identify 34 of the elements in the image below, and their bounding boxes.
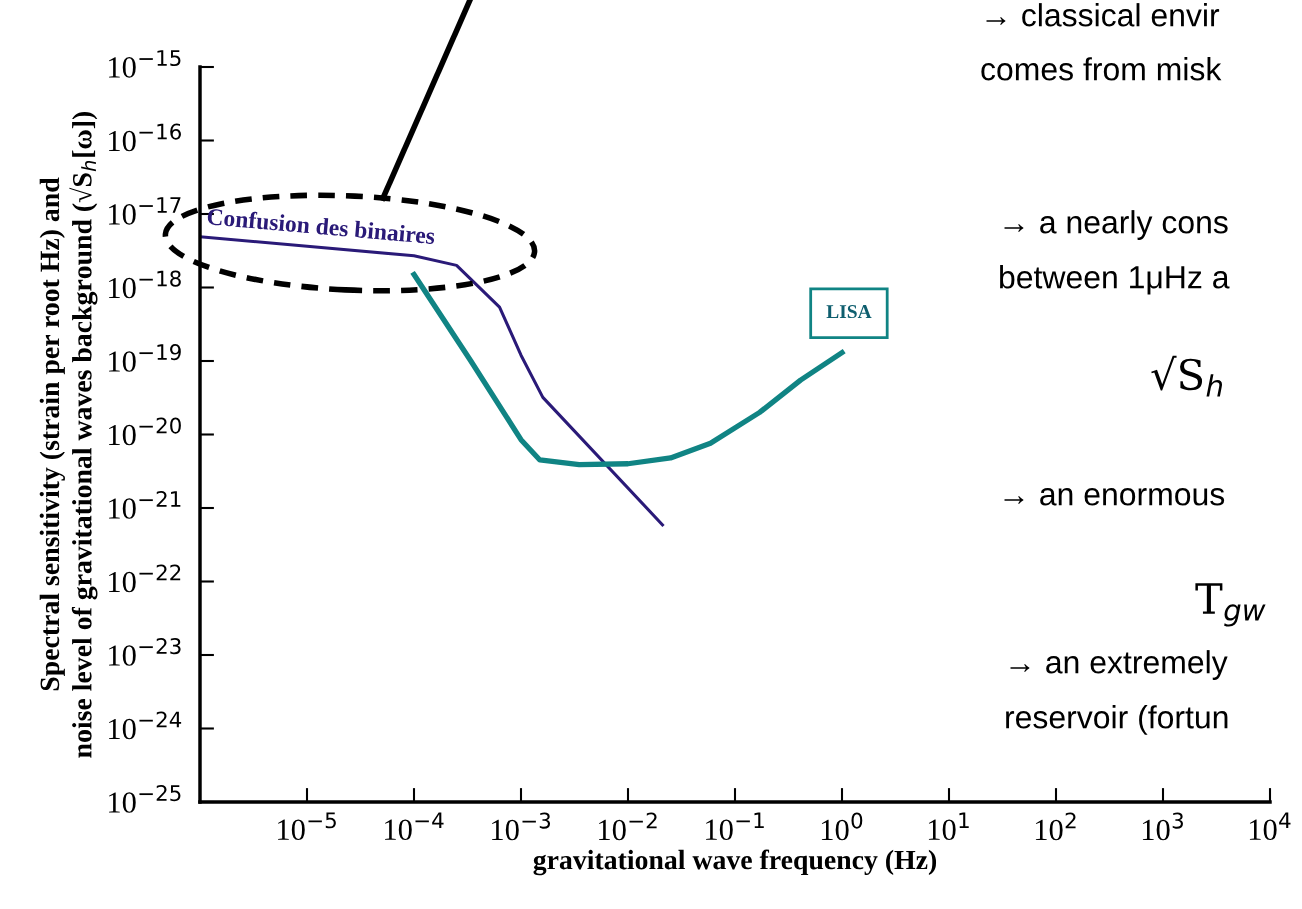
x-tick-label: 10$^{4}$ xyxy=(1249,812,1291,841)
annotation: reservoir (fortun xyxy=(1006,705,1228,735)
x-tick-label: 10$^{1}$ xyxy=(928,812,969,841)
y-tick-label: 10$^{−19}$ xyxy=(109,344,181,372)
y-tick-label: 10$^{−20}$ xyxy=(109,417,181,446)
x-tick-label: 10$^{−2}$ xyxy=(599,812,657,841)
y-tick-label: 10$^{−22}$ xyxy=(109,564,181,593)
series-label: Confusion des binaires xyxy=(207,207,436,245)
annotation: → a nearly cons xyxy=(1004,210,1228,240)
text: → classical envir xyxy=(986,3,1220,27)
x-axis-title: gravitational wave frequency (Hz) xyxy=(533,849,937,876)
annotation: → an extremely xyxy=(1010,650,1228,680)
y-tick-label: 10$^{−18}$ xyxy=(109,270,181,299)
x-tick-label: 10$^{−3}$ xyxy=(492,812,551,841)
y-tick-label: 10$^{−16}$ xyxy=(109,123,181,152)
x-tick-label: 10$^{−1}$ xyxy=(706,812,764,841)
x-tick-label: 10$^{0}$ xyxy=(821,812,863,841)
x-tick-label: 10$^{2}$ xyxy=(1035,812,1076,841)
annotation: √S$_{h}$ xyxy=(1151,355,1222,397)
y-tick-label: 10$^{−17}$ xyxy=(109,197,181,225)
annotation: T$_{gw}$ xyxy=(1195,583,1266,627)
y-tick-label: 10$^{−24}$ xyxy=(109,711,182,740)
x-tick-label: 10$^{3}$ xyxy=(1142,812,1183,841)
x-tick-label: 10$^{−5}$ xyxy=(278,812,336,841)
annotation: comes from misk xyxy=(981,57,1222,81)
y-axis-title: Spectral sensitivity (strain per root Hz) and noise level of gravitational waves background (√S$_{h}$[ω]) xyxy=(39,111,98,758)
y-tick-label: 10$^{−25}$ xyxy=(109,785,181,813)
x-tick-label: 10$^{−4}$ xyxy=(385,812,444,841)
y-tick-label: 10$^{−23}$ xyxy=(109,638,181,666)
annotation: → an enormous xyxy=(1004,488,1225,506)
annotation: between 1μHz a xyxy=(1000,265,1230,295)
y-tick-label: 10$^{−21}$ xyxy=(109,491,181,519)
series-label: LISA xyxy=(826,305,872,319)
y-tick-label: 10$^{−15}$ xyxy=(109,50,181,78)
